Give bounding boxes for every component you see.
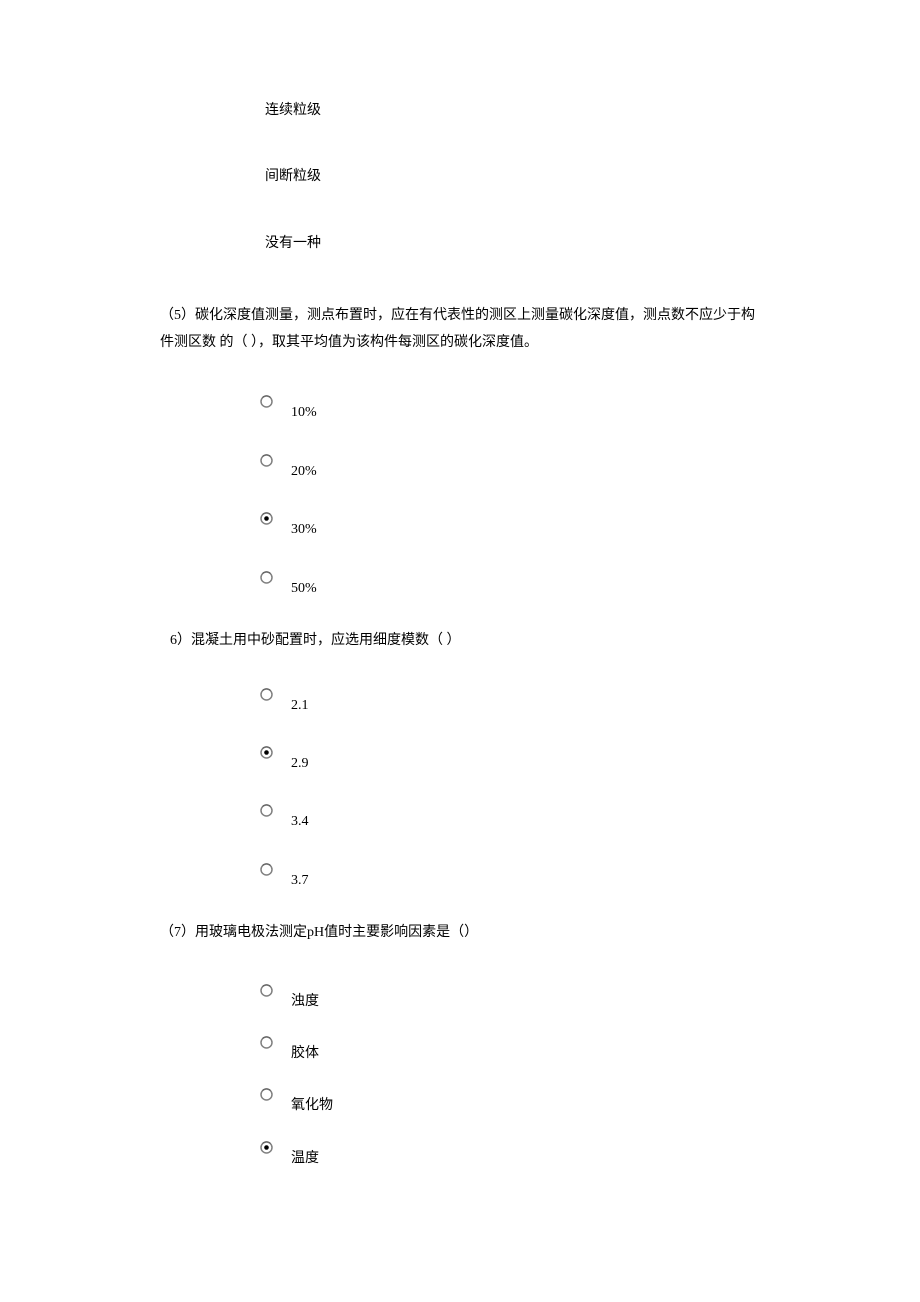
radio-unchecked-icon	[260, 395, 273, 408]
radio-unchecked-icon	[260, 688, 273, 701]
list-item: 间断粒级	[265, 166, 760, 188]
top-option-list: 连续粒级 间断粒级 没有一种	[265, 100, 760, 255]
radio-unchecked-icon	[260, 804, 273, 817]
option-label: 10%	[291, 402, 317, 424]
option-label: 没有一种	[265, 236, 321, 251]
question-6-text: 6）混凝土用中砂配置时，应选用细度模数（ ）	[170, 628, 760, 655]
list-item: 连续粒级	[265, 100, 760, 122]
option-label: 3.7	[291, 870, 309, 892]
option-label: 氧化物	[291, 1095, 333, 1117]
radio-unchecked-icon	[260, 1036, 273, 1049]
option-label: 间断粒级	[265, 169, 321, 184]
radio-option[interactable]: 3.7	[260, 862, 760, 892]
radio-checked-icon	[260, 1141, 273, 1154]
option-label: 30%	[291, 519, 317, 541]
radio-unchecked-icon	[260, 571, 273, 584]
option-label: 温度	[291, 1148, 319, 1170]
question-7-options: 浊度 胶体 氧化物 温度	[260, 983, 760, 1171]
question-6-options: 2.1 2.9 3.4 3.7	[260, 687, 760, 893]
radio-option[interactable]: 30%	[260, 511, 760, 541]
radio-unchecked-icon	[260, 1088, 273, 1101]
radio-option[interactable]: 胶体	[260, 1035, 760, 1065]
radio-unchecked-icon	[260, 454, 273, 467]
option-label: 2.1	[291, 695, 309, 717]
radio-checked-icon	[260, 746, 273, 759]
radio-option[interactable]: 氧化物	[260, 1087, 760, 1117]
list-item: 没有一种	[265, 233, 760, 255]
radio-unchecked-icon	[260, 863, 273, 876]
option-label: 连续粒级	[265, 103, 321, 118]
option-label: 浊度	[291, 991, 319, 1013]
radio-option[interactable]: 50%	[260, 570, 760, 600]
question-7-text: （7）用玻璃电极法测定pH值时主要影响因素是（）	[160, 920, 760, 947]
radio-option[interactable]: 浊度	[260, 983, 760, 1013]
radio-option[interactable]: 20%	[260, 453, 760, 483]
option-label: 20%	[291, 461, 317, 483]
radio-option[interactable]: 2.1	[260, 687, 760, 717]
radio-option[interactable]: 10%	[260, 394, 760, 424]
question-5-options: 10% 20% 30% 50%	[260, 394, 760, 600]
option-label: 3.4	[291, 811, 309, 833]
option-label: 胶体	[291, 1043, 319, 1065]
option-label: 50%	[291, 578, 317, 600]
radio-option[interactable]: 2.9	[260, 745, 760, 775]
option-label: 2.9	[291, 753, 309, 775]
radio-option[interactable]: 3.4	[260, 803, 760, 833]
radio-option[interactable]: 温度	[260, 1140, 760, 1170]
radio-checked-icon	[260, 512, 273, 525]
radio-unchecked-icon	[260, 984, 273, 997]
question-5-text: （5）碳化深度值测量，测点布置时，应在有代表性的测区上测量碳化深度值，测点数不应…	[160, 303, 760, 356]
